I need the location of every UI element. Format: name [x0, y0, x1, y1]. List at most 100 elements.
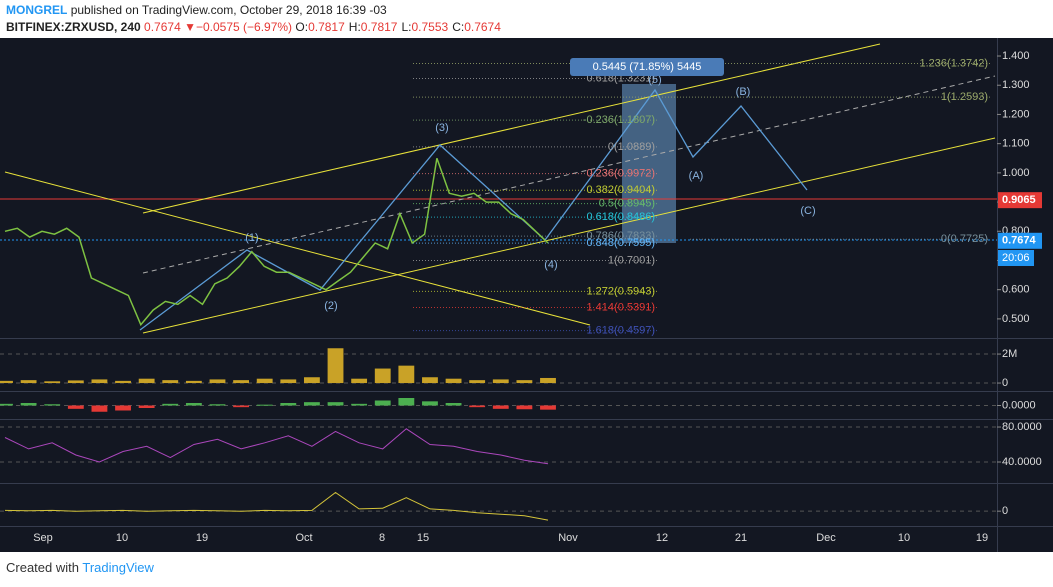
bar — [422, 401, 438, 406]
ohlc-value: 0.7674 — [464, 20, 501, 34]
price-badge — [998, 192, 1042, 209]
last: 0.7674 — [144, 20, 181, 34]
fib-label: 0(1.0889) — [608, 141, 655, 153]
chart: 0.5000.6000.7000.8000.9001.0001.1001.200… — [0, 38, 1053, 552]
bar — [374, 400, 391, 406]
bar — [20, 380, 37, 384]
series-line — [4, 428, 549, 465]
bar — [351, 378, 368, 384]
series-line — [4, 157, 549, 327]
bar — [445, 378, 462, 384]
bar — [398, 398, 415, 406]
series-line — [4, 491, 549, 521]
user[interactable]: MONGREL — [6, 3, 68, 17]
wave-label: (2) — [324, 300, 337, 312]
y-tick-label: 1.300 — [1002, 79, 1030, 91]
x-tick-label: 8 — [379, 532, 385, 544]
price-badge-label: 0.9065 — [1002, 194, 1036, 206]
price-badge — [998, 232, 1042, 249]
bar — [492, 379, 509, 384]
bar — [162, 380, 179, 384]
x-tick-label: 19 — [196, 532, 208, 544]
bar — [516, 405, 533, 410]
x-tick-label: Nov — [558, 532, 578, 544]
y-tick-label: 0.600 — [1002, 284, 1030, 296]
fib-label: 0.5(0.8945) — [599, 198, 655, 210]
price-badge-label: 0.7674 — [1002, 235, 1037, 247]
bar — [492, 405, 509, 409]
bar — [44, 381, 61, 384]
x-tick-label: 15 — [417, 532, 429, 544]
bar — [422, 377, 438, 384]
bar — [256, 378, 273, 384]
x-tick-label: 12 — [656, 532, 668, 544]
channel-upper — [142, 43, 881, 214]
bar — [91, 405, 108, 412]
drawings — [0, 43, 997, 334]
bar — [67, 380, 84, 384]
ohlc-key: L: — [401, 20, 412, 34]
bar — [115, 380, 131, 384]
countdown-badge — [998, 250, 1034, 266]
bar — [233, 405, 250, 408]
x-tick-label: Oct — [295, 532, 312, 544]
bar — [138, 405, 155, 408]
bar — [67, 405, 84, 409]
channel-lower — [142, 137, 996, 334]
y-tick-label: 0.0000 — [1002, 399, 1036, 411]
pane-borders — [0, 38, 1053, 552]
bar — [303, 377, 320, 384]
change: −0.0575 (−6.97%) — [195, 20, 293, 34]
ohlc-key: O: — [295, 20, 309, 34]
bar — [327, 348, 344, 384]
bar — [20, 403, 37, 406]
bar — [209, 404, 226, 406]
bar — [398, 365, 415, 384]
created: Created with — [6, 560, 79, 575]
bar — [185, 403, 202, 406]
fib-label: 1(0.7001) — [608, 254, 655, 266]
bar — [303, 402, 320, 406]
fib-label: 0.236(0.9972) — [587, 168, 656, 180]
x-tick-label: 19 — [976, 532, 988, 544]
y-tick-label: 0 — [1002, 505, 1008, 517]
wave-label: (3) — [435, 122, 448, 134]
bar — [280, 403, 297, 406]
background — [0, 38, 1053, 552]
measure-label-box — [570, 58, 724, 76]
fib-label: 0(0.7725) — [941, 233, 988, 245]
y-tick-label: 2M — [1002, 348, 1017, 360]
fib-label: 0.786(0.7833) — [587, 230, 656, 242]
fib-label: 1.618(0.4597) — [587, 325, 656, 337]
fib-label: 1(1.2593) — [941, 91, 988, 103]
x-tick-label: Sep — [33, 532, 53, 544]
bar — [445, 403, 462, 406]
y-tick-label: 1.400 — [1002, 50, 1030, 62]
ohlc-value: 0.7817 — [360, 20, 398, 34]
trendline — [4, 171, 591, 326]
ohlc-value: 0.7553 — [411, 20, 449, 34]
arrow: ▼ — [184, 20, 196, 34]
wave-label: (C) — [800, 205, 815, 217]
published: published on TradingView.com, October 29… — [70, 3, 387, 17]
bar — [162, 403, 179, 406]
dashed-line — [142, 75, 996, 274]
y-tick-label: 1.100 — [1002, 138, 1030, 150]
countdown: 20:06 — [1002, 252, 1030, 264]
x-tick-label: Dec — [816, 532, 836, 544]
wave-label: (1) — [245, 232, 258, 244]
footer: Created with TradingView — [6, 560, 154, 575]
bar — [209, 379, 226, 384]
bar — [44, 404, 61, 406]
y-tick-label: 80.0000 — [1002, 421, 1042, 433]
x-tick-label: 10 — [116, 532, 128, 544]
ohlc: O:0.7817 H:0.7817 L:0.7553 C:0.7674 — [295, 20, 505, 34]
fib-label: 0.382(0.9404) — [587, 184, 656, 196]
brand[interactable]: TradingView — [82, 560, 154, 575]
bar — [469, 380, 486, 384]
y-tick-label: 1.200 — [1002, 108, 1030, 120]
y-tick-label: 1.000 — [1002, 167, 1030, 179]
y-tick-label: 40.0000 — [1002, 456, 1042, 468]
bar — [374, 368, 391, 384]
